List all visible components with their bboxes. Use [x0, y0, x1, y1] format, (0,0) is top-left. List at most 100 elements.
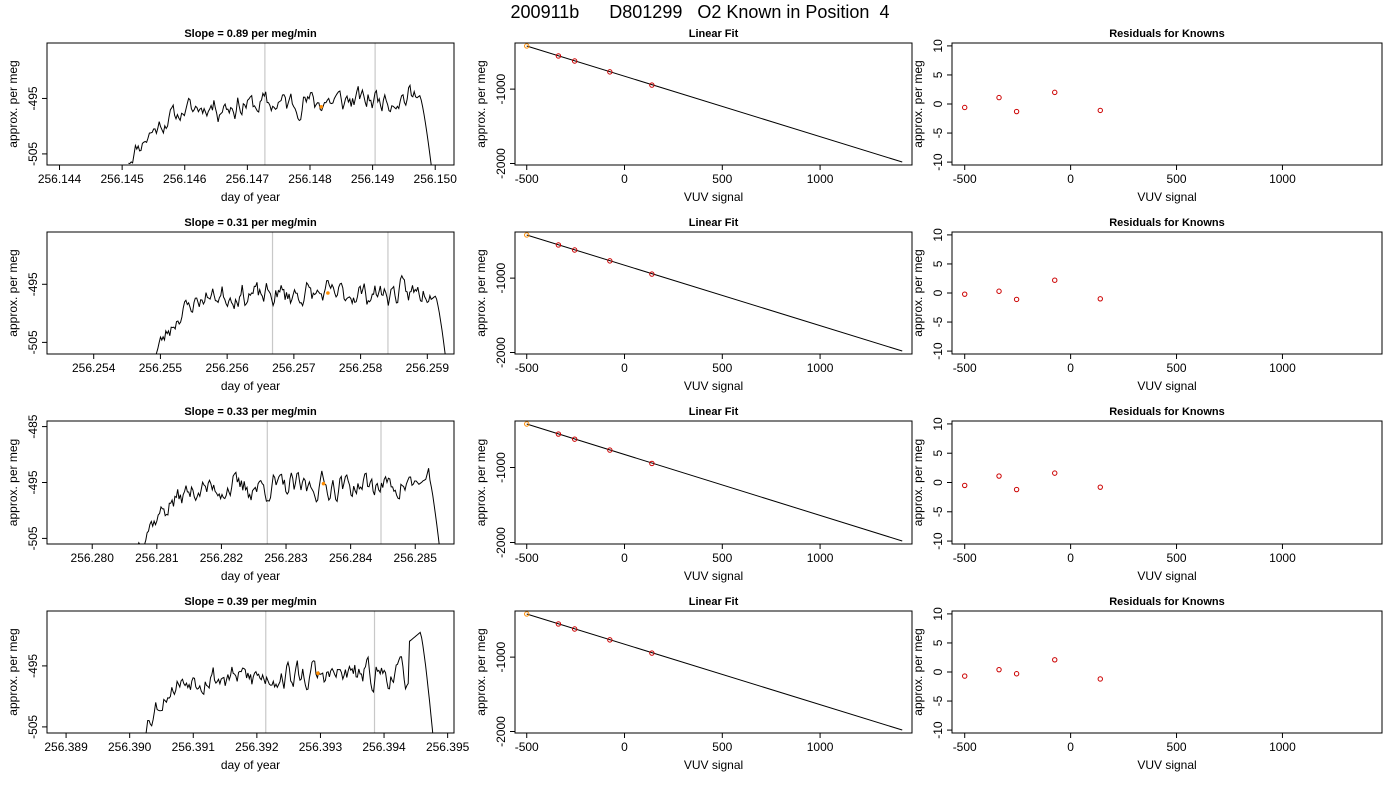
y-tick-label: -505	[26, 330, 40, 354]
y-tick-label: 0	[931, 479, 945, 486]
y-tick-label: 0	[931, 100, 945, 107]
x-tick-label: 256.257	[272, 361, 316, 375]
x-tick-label: 1000	[1269, 740, 1296, 754]
x-tick-label: 256.148	[288, 172, 332, 186]
y-tick-label: 5	[931, 450, 945, 457]
highlight-point	[319, 104, 324, 109]
highlight-point	[316, 671, 320, 676]
x-axis-label: day of year	[221, 569, 280, 583]
x-tick-label: 256.258	[339, 361, 383, 375]
x-tick-label: 256.392	[235, 740, 279, 754]
y-tick-label: -1000	[494, 641, 508, 672]
fit-line	[526, 423, 903, 542]
x-axis-label: VUV signal	[684, 190, 743, 204]
x-tick-label: 256.255	[139, 361, 183, 375]
y-axis-label: approx. per meg	[474, 60, 488, 147]
data-trace	[155, 274, 446, 354]
x-tick-label: 500	[712, 172, 732, 186]
x-tick-label: 256.395	[426, 740, 470, 754]
panel: -500 0 500 1000 -1000 -2000 Linear Fit VUV sign…	[474, 28, 913, 204]
plot-frame	[951, 231, 1383, 355]
y-tick-label: -495	[26, 272, 40, 296]
highlight-point	[321, 481, 326, 486]
panel: 256.144 256.145 256.146 256.147 256.148 256.1…	[6, 28, 457, 204]
y-tick-label: -495	[26, 86, 40, 110]
y-axis-label: approx. per meg	[6, 249, 20, 336]
x-tick-label: -500	[515, 361, 539, 375]
y-tick-label: -2000	[494, 527, 508, 558]
plot-frame	[514, 420, 913, 545]
panel-title: Linear Fit	[689, 28, 739, 40]
y-tick-label: 0	[931, 668, 945, 675]
panel: -500 0 500 1000 -1000 -2000 Linear Fit VUV sign…	[474, 406, 913, 583]
y-tick-label: 10	[931, 417, 945, 431]
y-tick-label: -505	[26, 142, 40, 166]
x-tick-label: 256.254	[72, 361, 116, 375]
y-tick-label: -2000	[494, 148, 508, 179]
panel: 256.389 256.390 256.391 256.392 256.393 256.3…	[6, 596, 470, 772]
panel: -500 0 500 1000 -10 -5 0 5 10 Residuals for Known…	[911, 406, 1383, 583]
panel: -500 0 500 1000 -1000 -2000 Linear Fit VUV sign…	[474, 217, 913, 393]
y-axis-label: approx. per meg	[474, 628, 488, 715]
x-axis-label: VUV signal	[1137, 569, 1196, 583]
x-tick-label: 256.145	[100, 172, 144, 186]
y-axis-label: approx. per meg	[474, 439, 488, 526]
data-point	[524, 611, 530, 617]
panel-title: Linear Fit	[689, 217, 739, 229]
y-tick-label: -1000	[494, 262, 508, 293]
x-tick-label: 256.150	[414, 172, 458, 186]
data-point	[571, 247, 578, 253]
data-point	[607, 447, 613, 453]
x-tick-label: -500	[515, 740, 539, 754]
x-tick-label: 1000	[807, 172, 834, 186]
data-point	[555, 431, 562, 437]
x-axis-label: VUV signal	[684, 379, 743, 393]
plot-frame	[46, 42, 455, 166]
data-point	[607, 69, 613, 75]
y-tick-label: -505	[26, 526, 40, 550]
x-tick-label: 1000	[807, 551, 834, 565]
y-tick-label: -2000	[494, 337, 508, 368]
x-tick-label: 1000	[1269, 551, 1296, 565]
y-axis-label: approx. per meg	[911, 439, 925, 526]
panel-title: Residuals for Knowns	[1109, 406, 1225, 418]
x-axis-label: VUV signal	[1137, 190, 1196, 204]
data-point	[996, 473, 1002, 479]
x-tick-label: 256.259	[406, 361, 450, 375]
x-tick-label: -500	[515, 551, 539, 565]
y-axis-label: approx. per meg	[474, 249, 488, 336]
plot-frame	[951, 42, 1383, 166]
panel-title: Slope = 0.33 per meg/min	[184, 406, 317, 418]
data-point	[996, 666, 1002, 673]
x-tick-label: 256.149	[351, 172, 395, 186]
x-axis-label: VUV signal	[1137, 758, 1196, 772]
y-tick-label: -5	[931, 316, 945, 327]
x-tick-label: 0	[621, 740, 628, 754]
y-tick-label: -495	[26, 654, 40, 678]
x-tick-label: 500	[712, 740, 732, 754]
data-point	[1052, 470, 1058, 476]
data-point	[962, 482, 968, 489]
x-tick-label: 256.256	[205, 361, 249, 375]
x-tick-label: 256.282	[200, 551, 244, 565]
data-point	[1013, 108, 1020, 115]
x-axis-label: day of year	[221, 379, 280, 393]
panel-title: Slope = 0.31 per meg/min	[184, 217, 317, 229]
y-axis-label: approx. per meg	[6, 628, 20, 715]
data-point	[962, 291, 968, 297]
fit-line	[526, 613, 903, 731]
data-trace	[145, 631, 434, 733]
x-axis-label: day of year	[221, 758, 280, 772]
y-tick-label: 10	[931, 39, 945, 53]
y-tick-label: -5	[931, 506, 945, 517]
x-tick-label: 500	[1167, 551, 1187, 565]
plot-frame	[514, 42, 913, 166]
x-tick-label: 256.284	[329, 551, 373, 565]
data-point	[1097, 484, 1103, 490]
panel-title: Linear Fit	[689, 596, 739, 608]
y-tick-label: -505	[26, 715, 40, 739]
x-tick-label: 256.390	[108, 740, 152, 754]
data-point	[649, 82, 655, 88]
